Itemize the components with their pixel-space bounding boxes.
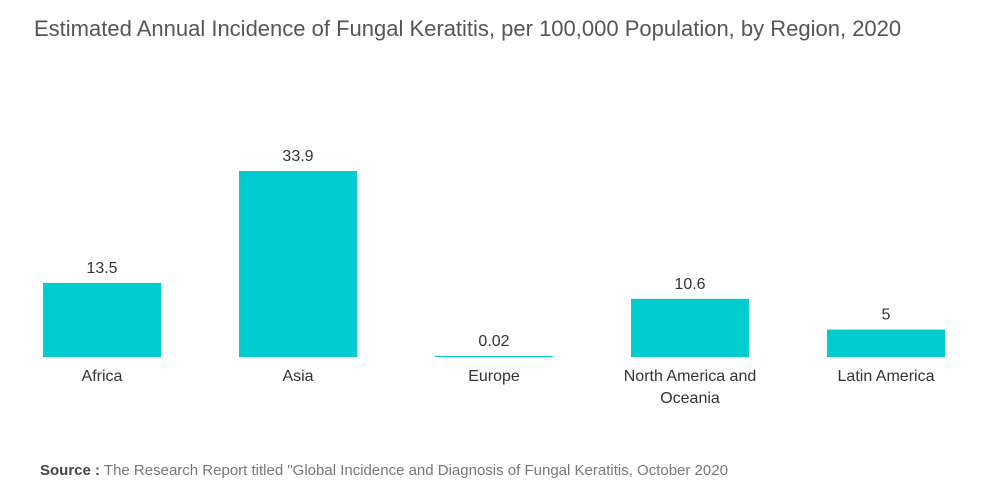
value-label: 33.9 — [282, 148, 313, 165]
category-label: Latin America — [837, 368, 935, 385]
category-label: North America and Oceania — [623, 368, 757, 407]
chart-title: Estimated Annual Incidence of Fungal Ker… — [34, 16, 902, 41]
category-label: Africa — [81, 368, 123, 385]
value-label: 0.02 — [478, 333, 509, 350]
value-label: 10.6 — [674, 276, 705, 293]
bar-north-america-and-oceania — [631, 298, 749, 357]
source-note: Source : The Research Report titled "Glo… — [40, 462, 728, 479]
source-label: Source : — [40, 462, 101, 479]
value-label: 13.5 — [86, 260, 117, 277]
bar-africa — [43, 282, 161, 357]
value-label: 5 — [882, 307, 891, 324]
bar-asia — [239, 171, 357, 357]
category-label: Asia — [282, 368, 314, 385]
category-label: Europe — [468, 368, 520, 385]
bar-europe — [435, 356, 553, 357]
bar-latin-america — [827, 329, 945, 357]
source-text: The Research Report titled "Global Incid… — [103, 462, 728, 479]
